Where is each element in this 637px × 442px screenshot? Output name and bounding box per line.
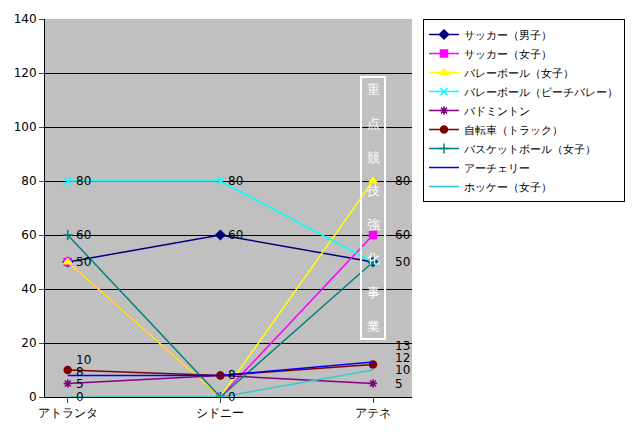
svg-text:アテネ: アテネ [355,406,391,420]
svg-text:13: 13 [395,339,410,353]
svg-text:サッカー（女子）: サッカー（女子） [464,48,552,61]
svg-text:バレーボール（女子）: バレーボール（女子） [463,67,574,80]
svg-text:12: 12 [395,351,410,365]
svg-text:サッカー（男子）: サッカー（男子） [464,29,552,42]
svg-text:60: 60 [228,228,243,242]
svg-text:50: 50 [76,255,91,269]
svg-text:重点競技強化事業: 重点競技強化事業 [366,82,380,334]
svg-text:8: 8 [228,368,236,382]
svg-text:バドミントン: バドミントン [463,105,530,118]
svg-text:0: 0 [29,390,37,404]
svg-text:60: 60 [395,228,410,242]
svg-text:50: 50 [395,255,410,269]
svg-text:80: 80 [395,174,410,188]
svg-text:100: 100 [14,120,37,134]
svg-text:80: 80 [21,174,36,188]
svg-text:60: 60 [76,228,91,242]
svg-text:80: 80 [228,174,243,188]
svg-text:10: 10 [76,353,91,367]
svg-text:8: 8 [76,365,84,379]
svg-text:120: 120 [14,66,37,80]
svg-text:0: 0 [228,390,236,404]
svg-text:10: 10 [395,363,410,377]
svg-text:40: 40 [21,282,36,296]
svg-text:バスケットボール（女子）: バスケットボール（女子） [463,143,596,156]
svg-text:アトランタ: アトランタ [38,406,98,420]
svg-text:140: 140 [14,12,37,26]
svg-text:自転車（トラック）: 自転車（トラック） [464,124,563,137]
svg-text:20: 20 [21,336,36,350]
svg-text:0: 0 [76,390,84,404]
svg-text:ホッケー（女子）: ホッケー（女子） [464,181,552,194]
svg-text:5: 5 [395,377,403,391]
svg-text:シドニー: シドニー [196,406,244,420]
svg-text:バレーボール（ビーチバレー）: バレーボール（ビーチバレー） [463,86,618,99]
svg-text:60: 60 [21,228,36,242]
svg-text:アーチェリー: アーチェリー [464,162,530,175]
svg-text:5: 5 [76,377,84,391]
svg-text:80: 80 [76,174,91,188]
